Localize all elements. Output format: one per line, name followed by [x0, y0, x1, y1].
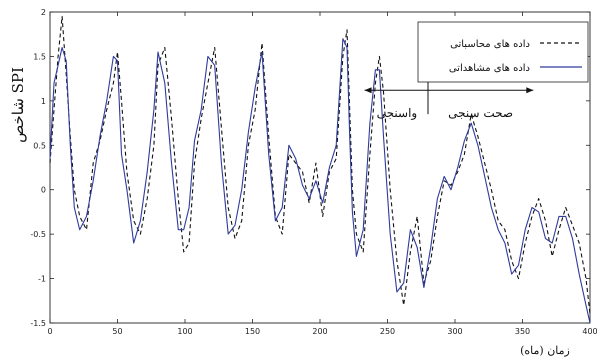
x-tick-label: 300 — [447, 327, 462, 336]
annotation-arrowhead — [526, 87, 534, 94]
x-tick-label: 150 — [245, 327, 260, 336]
x-tick-label: 400 — [582, 327, 597, 336]
y-tick-label: 1.5 — [33, 52, 46, 61]
x-axis-label: زمان (ماه) — [520, 344, 570, 357]
series-line-calculated — [49, 15, 591, 315]
legend-label-observed: داده های مشاهداتی — [449, 63, 530, 74]
annotation-layer: واسنجی صحت سنجی — [364, 69, 534, 120]
x-tick-label: 200 — [312, 327, 327, 336]
legend: داده های محاسباتی داده های مشاهداتی — [417, 21, 589, 83]
y-tick-label: -0.5 — [30, 230, 46, 239]
axes: 0 50 100 150 200 250 300 350 400 -1.5 -1 -0.5 0 0.5 1 1… — [30, 8, 597, 336]
x-tick-label: 100 — [177, 327, 192, 336]
annotation-validation: صحت سنجی — [448, 106, 513, 120]
annotation-calibration: واسنجی — [377, 106, 418, 120]
y-tick-label: 0.5 — [33, 141, 46, 150]
y-tick-label: 2 — [41, 8, 46, 17]
y-tick-label: 1 — [41, 97, 46, 106]
y-axis-label: شاخص SPI — [9, 67, 27, 143]
series-layer — [49, 15, 591, 324]
annotation-arrowhead — [364, 87, 372, 94]
series-line-observed — [49, 38, 591, 324]
y-tick-label: 0 — [41, 186, 46, 195]
x-tick-label: 50 — [112, 327, 122, 336]
x-tick-label: 0 — [47, 327, 52, 336]
x-tick-label: 250 — [380, 327, 395, 336]
x-tick-label: 350 — [515, 327, 530, 336]
y-tick-label: -1.5 — [30, 319, 46, 328]
legend-box — [417, 21, 589, 83]
legend-label-calculated: داده های محاسباتی — [450, 39, 530, 50]
y-tick-label: -1 — [38, 275, 46, 284]
